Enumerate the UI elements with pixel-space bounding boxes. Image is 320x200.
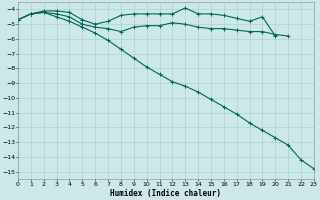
X-axis label: Humidex (Indice chaleur): Humidex (Indice chaleur) bbox=[110, 189, 221, 198]
